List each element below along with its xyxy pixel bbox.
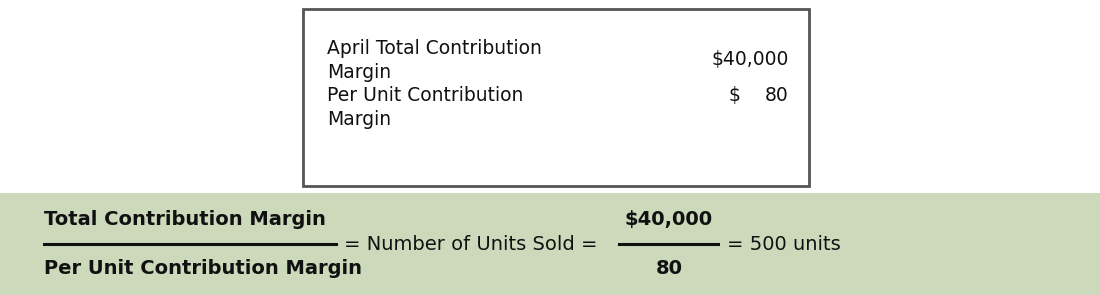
- Bar: [302, 9, 808, 186]
- Text: $: $: [728, 86, 740, 105]
- Text: $40,000: $40,000: [712, 50, 789, 68]
- Text: Per Unit Contribution: Per Unit Contribution: [327, 86, 524, 105]
- Text: Per Unit Contribution Margin: Per Unit Contribution Margin: [44, 259, 362, 278]
- Text: = Number of Units Sold =: = Number of Units Sold =: [344, 235, 597, 254]
- Bar: [0, 193, 1100, 295]
- Text: Total Contribution Margin: Total Contribution Margin: [44, 210, 326, 230]
- Text: = 500 units: = 500 units: [727, 235, 840, 254]
- Text: Margin: Margin: [327, 110, 390, 129]
- Text: $40,000: $40,000: [625, 210, 713, 230]
- Text: April Total Contribution: April Total Contribution: [327, 39, 541, 58]
- Text: 80: 80: [764, 86, 789, 105]
- Text: 80: 80: [656, 259, 682, 278]
- Text: Margin: Margin: [327, 63, 390, 82]
